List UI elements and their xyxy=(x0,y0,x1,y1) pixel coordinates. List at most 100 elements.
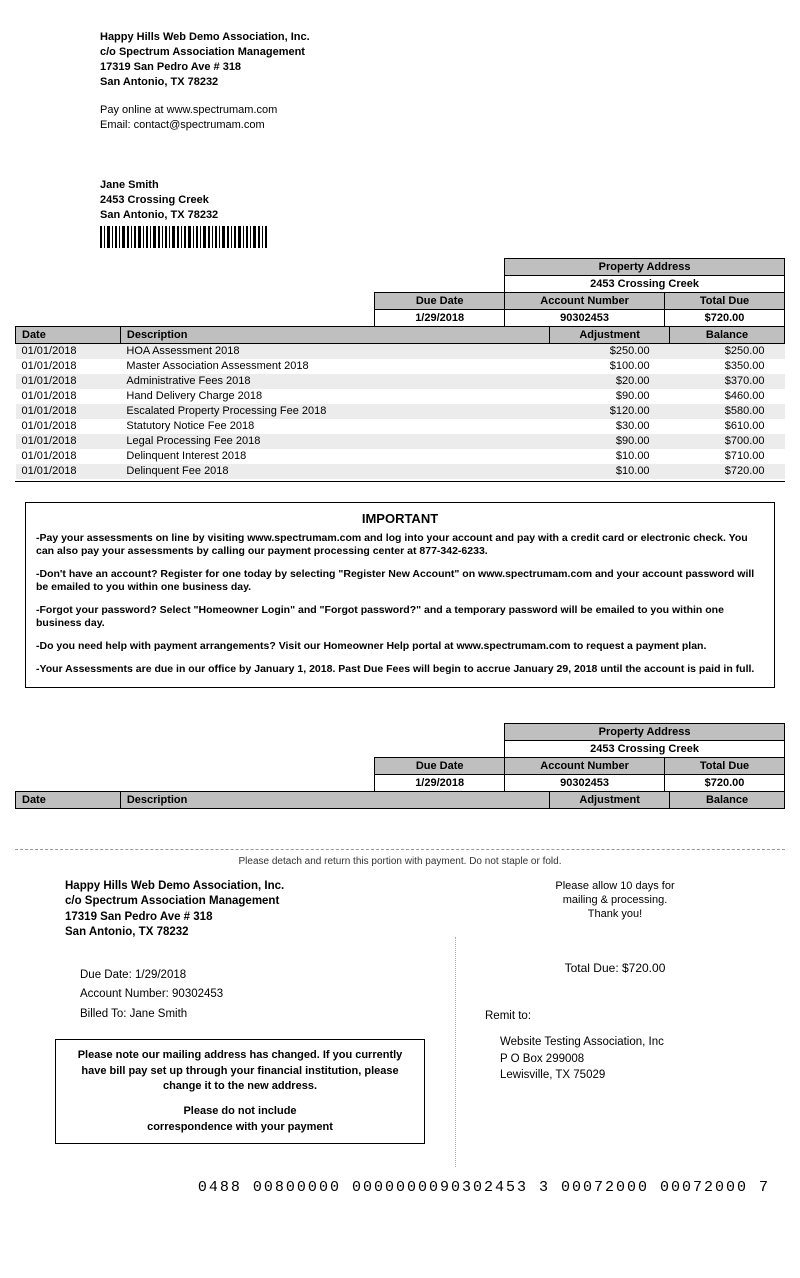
cell-desc: Hand Delivery Charge 2018 xyxy=(120,389,549,404)
table-row: 01/01/2018Delinquent Fee 2018$10.00$720.… xyxy=(16,464,785,479)
association-name: Happy Hills Web Demo Association, Inc. xyxy=(100,30,785,45)
ocr-scan-line: 0488 00800000 0000000090302453 3 0007200… xyxy=(15,1179,785,1196)
cell-date: 01/01/2018 xyxy=(16,374,121,389)
cell-date: 01/01/2018 xyxy=(16,464,121,479)
cell-date: 01/01/2018 xyxy=(16,419,121,434)
property-address-value: 2453 Crossing Creek xyxy=(505,275,785,292)
col-date-2: Date xyxy=(16,791,121,808)
detach-line xyxy=(15,849,785,850)
allow-days-block: Please allow 10 days for mailing & proce… xyxy=(485,879,745,922)
cell-adj: $90.00 xyxy=(550,389,670,404)
cell-bal: $710.00 xyxy=(670,449,785,464)
recipient-address-block: Jane Smith 2453 Crossing Creek San Anton… xyxy=(100,178,785,223)
due-date-value: 1/29/2018 xyxy=(375,309,505,326)
table-row: 01/01/2018Hand Delivery Charge 2018$90.0… xyxy=(16,389,785,404)
table-row: 01/01/2018Statutory Notice Fee 2018$30.0… xyxy=(16,419,785,434)
association-careof: c/o Spectrum Association Management xyxy=(100,45,785,60)
ledger-table-2: Date Description Adjustment Balance xyxy=(15,791,785,809)
address-change-note: Please note our mailing address has chan… xyxy=(55,1039,425,1144)
important-title: IMPORTANT xyxy=(36,511,764,526)
payment-stub: Please allow 10 days for mailing & proce… xyxy=(15,879,785,1145)
cell-adj: $10.00 xyxy=(550,449,670,464)
stub-association-address: Happy Hills Web Demo Association, Inc. c… xyxy=(65,879,445,941)
note-sub1: Please do not include xyxy=(68,1104,412,1119)
stub-assoc-name: Happy Hills Web Demo Association, Inc. xyxy=(65,879,445,895)
contact-block: Pay online at www.spectrumam.com Email: … xyxy=(100,103,785,133)
pay-online-text: Pay online at www.spectrumam.com xyxy=(100,103,785,118)
total-due-header-2: Total Due xyxy=(665,757,785,774)
property-address-header: Property Address xyxy=(505,258,785,275)
allow-l3: Thank you! xyxy=(485,907,745,921)
cell-adj: $120.00 xyxy=(550,404,670,419)
remit-city: Lewisville, TX 75029 xyxy=(500,1067,745,1083)
cell-desc: Delinquent Fee 2018 xyxy=(120,464,549,479)
ledger-bottom-rule xyxy=(15,481,785,482)
stub-total-due: Total Due: $720.00 xyxy=(485,961,745,975)
cell-adj: $250.00 xyxy=(550,343,670,359)
remit-street: P O Box 299008 xyxy=(500,1051,745,1067)
cell-bal: $580.00 xyxy=(670,404,785,419)
cell-desc: Escalated Property Processing Fee 2018 xyxy=(120,404,549,419)
association-street: 17319 San Pedro Ave # 318 xyxy=(100,60,785,75)
col-description-2: Description xyxy=(120,791,549,808)
col-balance-2: Balance xyxy=(670,791,785,808)
cell-bal: $700.00 xyxy=(670,434,785,449)
recipient-city: San Antonio, TX 78232 xyxy=(100,208,785,223)
cell-bal: $370.00 xyxy=(670,374,785,389)
summary-table-2: Property Address 2453 Crossing Creek Due… xyxy=(15,723,785,809)
important-p1: -Pay your assessments on line by visitin… xyxy=(36,532,764,558)
account-number-header-2: Account Number xyxy=(505,757,665,774)
stub-assoc-careof: c/o Spectrum Association Management xyxy=(65,894,445,910)
col-adjustment-2: Adjustment xyxy=(550,791,670,808)
important-box: IMPORTANT -Pay your assessments on line … xyxy=(25,502,775,688)
remit-to-label: Remit to: xyxy=(485,1010,745,1022)
ledger-header-row: Date Description Adjustment Balance xyxy=(16,326,785,343)
col-balance: Balance xyxy=(670,326,785,343)
allow-l2: mailing & processing. xyxy=(485,893,745,907)
important-p5: -Your Assessments are due in our office … xyxy=(36,663,764,676)
cell-desc: Delinquent Interest 2018 xyxy=(120,449,549,464)
cell-desc: Statutory Notice Fee 2018 xyxy=(120,419,549,434)
table-row: 01/01/2018Escalated Property Processing … xyxy=(16,404,785,419)
ledger-table: Date Description Adjustment Balance 01/0… xyxy=(15,326,785,479)
cell-date: 01/01/2018 xyxy=(16,359,121,374)
col-adjustment: Adjustment xyxy=(550,326,670,343)
due-date-header: Due Date xyxy=(375,292,505,309)
stub-assoc-street: 17319 San Pedro Ave # 318 xyxy=(65,910,445,926)
important-p2: -Don't have an account? Register for one… xyxy=(36,568,764,594)
cell-date: 01/01/2018 xyxy=(16,404,121,419)
cell-bal: $250.00 xyxy=(670,343,785,359)
cell-adj: $20.00 xyxy=(550,374,670,389)
note-main: Please note our mailing address has chan… xyxy=(68,1048,412,1094)
total-due-value: $720.00 xyxy=(665,309,785,326)
recipient-street: 2453 Crossing Creek xyxy=(100,193,785,208)
account-number-value-2: 90302453 xyxy=(505,774,665,791)
contact-email-text: Email: contact@spectrumam.com xyxy=(100,118,785,133)
cell-bal: $350.00 xyxy=(670,359,785,374)
stub-assoc-city: San Antonio, TX 78232 xyxy=(65,925,445,941)
cell-bal: $610.00 xyxy=(670,419,785,434)
cell-bal: $720.00 xyxy=(670,464,785,479)
stub-details: Due Date: 1/29/2018 Account Number: 9030… xyxy=(80,966,445,1025)
stub-account: Account Number: 90302453 xyxy=(80,985,445,1005)
cell-date: 01/01/2018 xyxy=(16,343,121,359)
total-due-value-2: $720.00 xyxy=(665,774,785,791)
col-date: Date xyxy=(16,326,121,343)
cell-desc: Administrative Fees 2018 xyxy=(120,374,549,389)
table-row: 01/01/2018Legal Processing Fee 2018$90.0… xyxy=(16,434,785,449)
account-number-header: Account Number xyxy=(505,292,665,309)
ledger-header-row-2: Date Description Adjustment Balance xyxy=(16,791,785,808)
summary-table-1: Property Address 2453 Crossing Creek Due… xyxy=(15,258,785,482)
cell-desc: Legal Processing Fee 2018 xyxy=(120,434,549,449)
association-address-block: Happy Hills Web Demo Association, Inc. c… xyxy=(100,30,785,89)
due-date-header-2: Due Date xyxy=(375,757,505,774)
cell-desc: Master Association Assessment 2018 xyxy=(120,359,549,374)
cell-adj: $100.00 xyxy=(550,359,670,374)
total-due-header: Total Due xyxy=(665,292,785,309)
remit-address: Website Testing Association, Inc P O Box… xyxy=(500,1034,745,1082)
table-row: 01/01/2018Delinquent Interest 2018$10.00… xyxy=(16,449,785,464)
recipient-name: Jane Smith xyxy=(100,178,785,193)
cell-date: 01/01/2018 xyxy=(16,449,121,464)
detach-instruction: Please detach and return this portion wi… xyxy=(15,856,785,867)
cell-date: 01/01/2018 xyxy=(16,389,121,404)
